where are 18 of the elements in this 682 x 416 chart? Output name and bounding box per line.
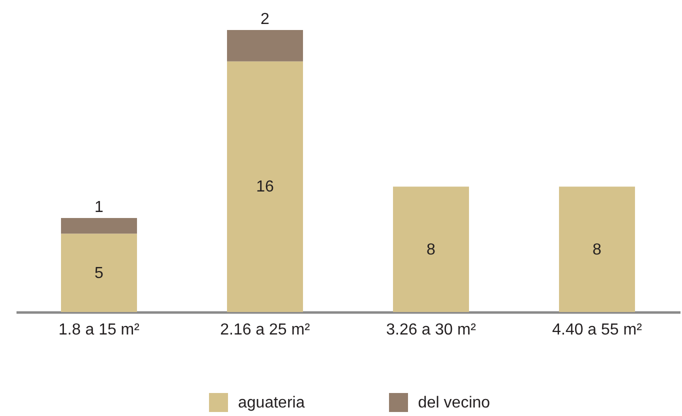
- bar: [227, 61, 303, 312]
- data-label: 16: [256, 178, 274, 196]
- bar: [393, 186, 469, 312]
- bar: [61, 218, 137, 234]
- bar: [559, 186, 635, 312]
- legend-label: aguateria: [238, 394, 305, 412]
- bar: [227, 30, 303, 62]
- x-tick-label: 1.8 a 15 m²: [58, 322, 140, 338]
- data-label: 5: [94, 264, 104, 282]
- bar: [61, 234, 137, 312]
- x-tick-label: 3.26 a 30 m²: [386, 322, 477, 338]
- data-label: 2: [260, 11, 270, 28]
- data-label: 8: [592, 241, 602, 258]
- x-tick-label: 4.40 a 55 m²: [552, 322, 643, 338]
- data-label: 1: [94, 199, 104, 216]
- x-tick-label: 2.16 a 25 m²: [220, 322, 311, 338]
- legend-label: del vecino: [418, 394, 490, 412]
- data-label: 8: [426, 241, 436, 258]
